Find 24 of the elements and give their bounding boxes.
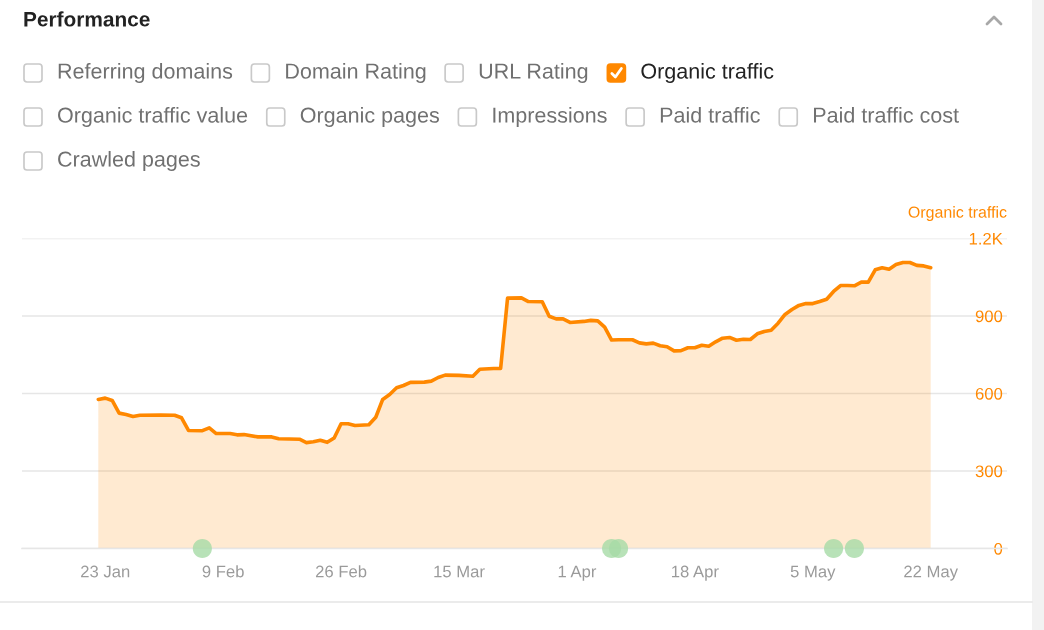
y-tick-label: 1.2K — [969, 232, 1003, 245]
text: Referring domains — [58, 62, 233, 84]
x-tick-label: 15 Mar — [434, 565, 485, 578]
text: Paid traffic cost — [814, 106, 959, 123]
y-tick-label: 600 — [975, 387, 1003, 400]
x-tick-label: 1 Apr — [558, 565, 597, 581]
text: Impressions — [493, 106, 607, 128]
text: Organic pages — [300, 106, 439, 128]
x-tick-label: 26 Feb — [315, 565, 367, 578]
chart-title: Performance — [24, 11, 150, 27]
x-tick-label: 23 Jan — [81, 565, 130, 578]
legend-label: Organic traffic — [641, 62, 774, 84]
text: Paid traffic — [660, 106, 760, 123]
text: Domain Rating — [286, 62, 426, 84]
text: Crawled pages — [58, 150, 200, 172]
y-axis-title: Organic traffic — [908, 206, 1007, 221]
x-tick-label: 18 Apr — [672, 565, 719, 581]
y-tick-label: 900 — [975, 310, 1003, 323]
text: Organic traffic value — [58, 106, 248, 128]
y-tick-label: 300 — [975, 465, 1003, 478]
x-tick-label: 22 May — [904, 565, 958, 581]
text: URL Rating — [479, 62, 588, 84]
x-tick-label: 9 Feb — [202, 565, 244, 578]
x-tick-label: 5 May — [790, 565, 836, 581]
